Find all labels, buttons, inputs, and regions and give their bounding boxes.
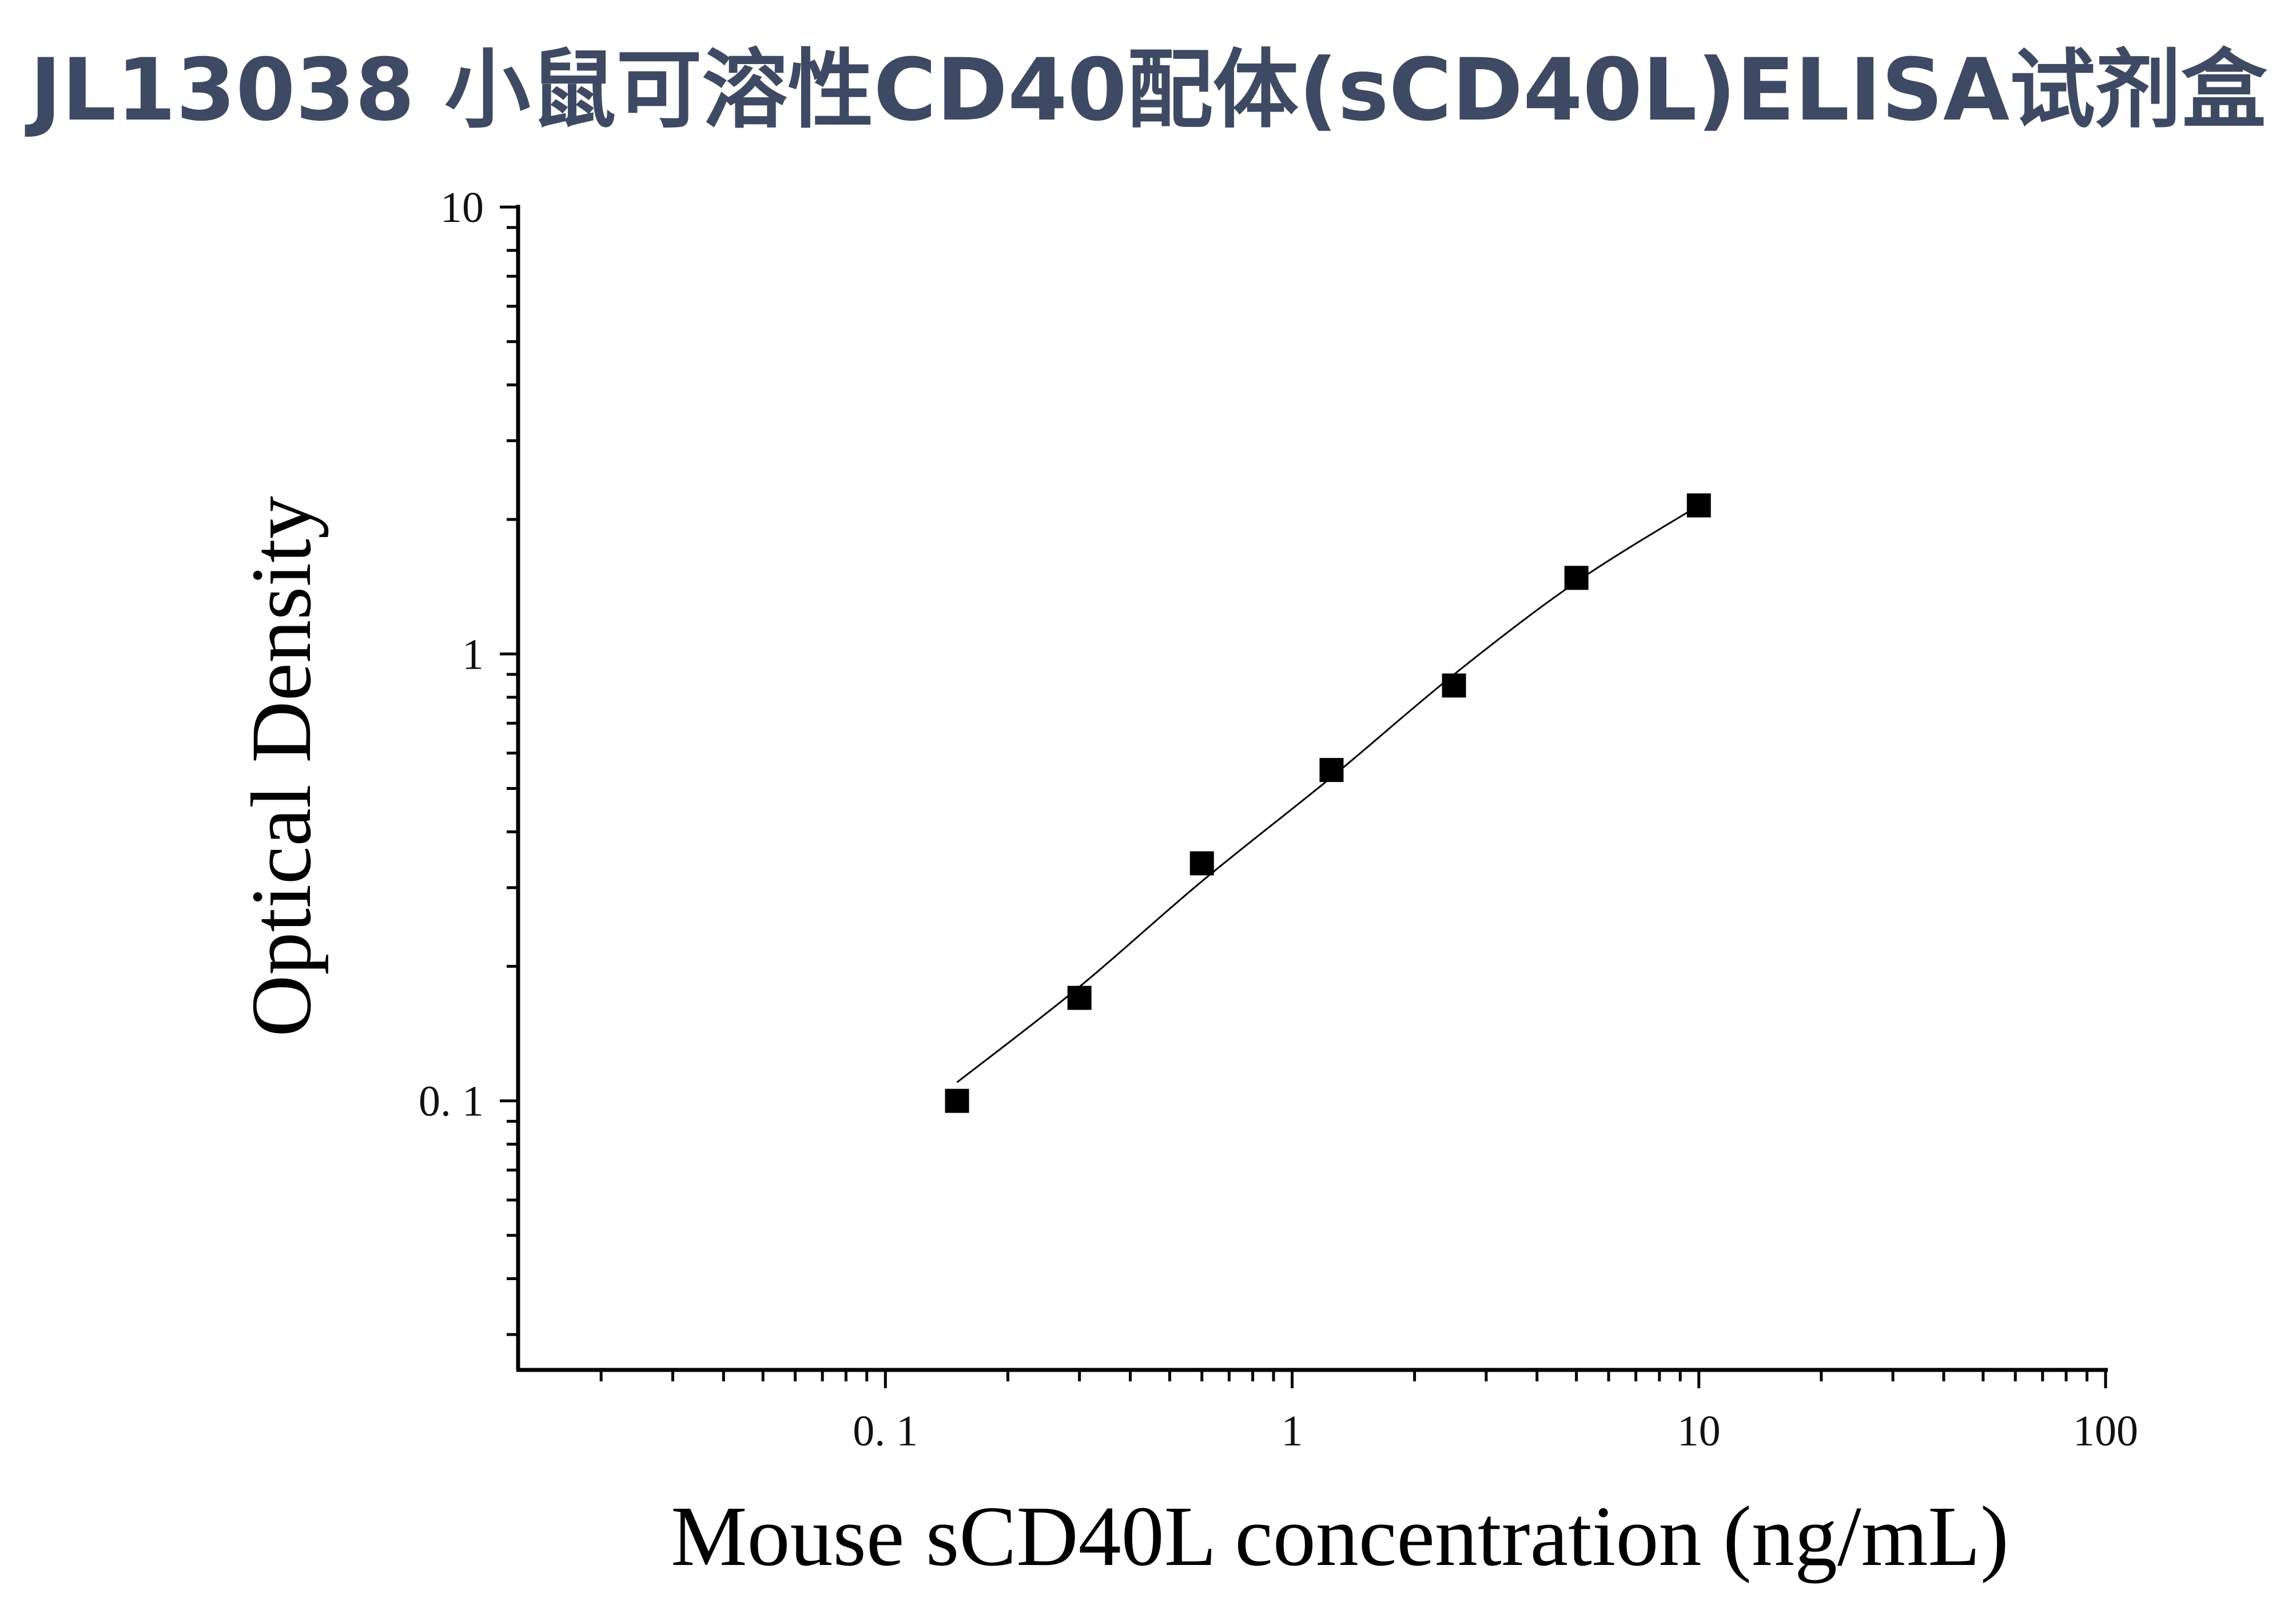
data-points-layer <box>945 493 1711 1113</box>
x-tick-label: 0. 1 <box>853 1407 918 1455</box>
page-title: JL13038 小鼠可溶性CD40配体(sCD40L)ELISA试剂盒 <box>30 41 2267 140</box>
y-tick-label: 1 <box>462 630 484 678</box>
x-tick-label: 10 <box>1677 1407 1721 1455</box>
data-point <box>1067 986 1092 1010</box>
data-point <box>945 1088 969 1113</box>
y-axis-title: Optical Density <box>234 496 329 1037</box>
x-tick-label: 1 <box>1282 1407 1303 1455</box>
axis-ticks: 0. 1 1 10 100 0. 1 1 10 <box>419 184 2138 1455</box>
x-tick-label: 100 <box>2073 1407 2138 1455</box>
data-point <box>1564 566 1589 590</box>
y-tick-label: 0. 1 <box>419 1078 484 1126</box>
data-point <box>1319 758 1344 782</box>
data-point <box>1189 851 1214 876</box>
data-point <box>1686 493 1711 518</box>
y-tick-label: 10 <box>440 184 484 232</box>
axes <box>516 205 2108 1372</box>
x-axis-title: Mouse sCD40L concentration (ng/mL) <box>671 1489 2009 1584</box>
data-point <box>1442 673 1466 698</box>
